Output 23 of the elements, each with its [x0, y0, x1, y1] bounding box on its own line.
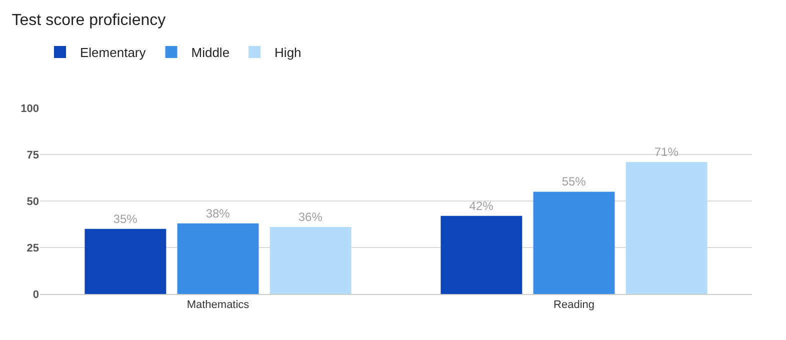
legend-label: Elementary	[80, 45, 146, 60]
bar	[533, 192, 615, 294]
bar	[270, 227, 352, 294]
y-tick-label: 25	[26, 242, 39, 254]
y-tick-label: 50	[26, 196, 39, 208]
bar	[84, 228, 166, 294]
data-label: 35%	[113, 212, 138, 226]
y-tick-label: 75	[26, 149, 39, 162]
data-label: 71%	[654, 144, 679, 159]
legend-label: High	[274, 45, 302, 60]
data-label: 42%	[469, 198, 494, 213]
x-tick-label: Mathematics	[186, 299, 250, 312]
y-tick-label: 0	[32, 288, 39, 301]
bar	[440, 216, 522, 294]
data-label: 55%	[562, 174, 586, 189]
y-tick-label: 100	[20, 102, 39, 115]
data-label: 36%	[298, 210, 323, 224]
bar	[177, 223, 259, 294]
bar	[626, 162, 708, 294]
chart-title: Test score proficiency	[12, 12, 166, 29]
legend-label: Middle	[191, 45, 230, 60]
x-tick-label: Reading	[554, 299, 594, 312]
data-label: 38%	[206, 206, 230, 220]
